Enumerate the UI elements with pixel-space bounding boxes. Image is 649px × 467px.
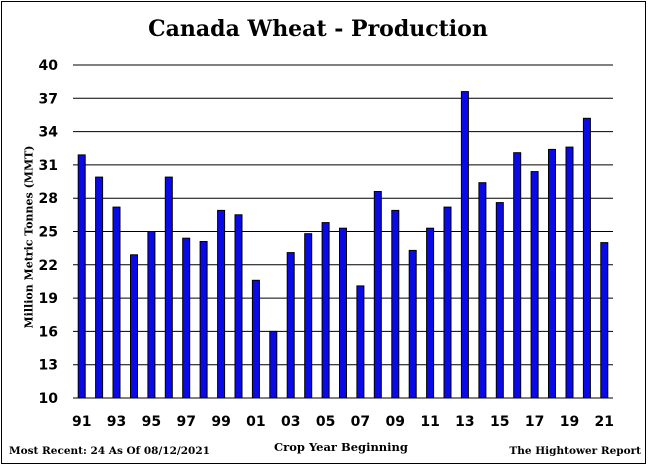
y-tick-label: 34 <box>39 125 59 141</box>
bars <box>77 91 609 399</box>
bar-05 <box>321 222 330 399</box>
bar-13 <box>460 91 469 399</box>
x-tick-label: 95 <box>142 414 161 430</box>
y-tick-label: 10 <box>39 391 59 407</box>
bar-11 <box>426 227 435 399</box>
x-tick-label: 99 <box>211 414 230 430</box>
bar-94 <box>130 254 138 399</box>
bar-02 <box>269 330 278 399</box>
bar-92 <box>95 176 104 399</box>
bar-17 <box>530 171 539 399</box>
bar-04 <box>304 233 313 399</box>
bar-12 <box>443 206 452 399</box>
bar-91 <box>77 154 86 399</box>
x-tick-label: 97 <box>176 414 195 430</box>
y-tick-label: 19 <box>39 291 58 307</box>
bar-07 <box>356 285 365 399</box>
bar-14 <box>478 182 487 399</box>
bar-96 <box>164 176 173 399</box>
bar-99 <box>217 209 226 399</box>
bar-06 <box>339 227 347 399</box>
bar-95 <box>147 231 156 399</box>
bar-01 <box>251 279 260 399</box>
bar-93 <box>112 206 121 399</box>
x-tick-label: 09 <box>386 414 405 430</box>
y-tick-label: 16 <box>39 324 58 340</box>
x-tick-label: 05 <box>316 414 335 430</box>
bar-10 <box>408 249 417 399</box>
chart-title: Canada Wheat - Production <box>148 16 488 42</box>
x-tick-labels: 91 93 95 97 99 01 03 05 07 09 11 13 15 17 19 21 <box>72 414 614 430</box>
y-tick-label: 31 <box>39 158 58 174</box>
bar-18 <box>548 148 556 399</box>
y-tick-labels: 10 13 16 19 22 25 28 31 34 37 40 <box>39 58 59 407</box>
x-tick-label: 93 <box>107 414 126 430</box>
footer-most-recent: Most Recent: 24 As Of 08/12/2021 <box>9 445 210 457</box>
x-axis-label: Crop Year Beginning <box>274 440 408 454</box>
x-tick-label: 01 <box>246 414 265 430</box>
bar-09 <box>391 209 400 399</box>
bar-98 <box>199 241 208 399</box>
y-tick-label: 40 <box>39 58 59 74</box>
x-tick-label: 07 <box>351 414 370 430</box>
bar-21 <box>600 242 609 399</box>
x-tick-label: 19 <box>560 414 579 430</box>
y-tick-label: 37 <box>39 91 58 107</box>
y-tick-label: 13 <box>39 358 58 374</box>
x-tick-label: 91 <box>72 414 91 430</box>
y-tick-label: 25 <box>39 225 58 241</box>
y-tick-label: 28 <box>39 191 58 207</box>
bar-00 <box>234 214 243 399</box>
x-tick-label: 11 <box>420 414 439 430</box>
y-tick-label: 22 <box>39 258 58 274</box>
bar-20 <box>582 117 591 399</box>
bar-16 <box>513 152 522 399</box>
x-tick-label: 13 <box>455 414 474 430</box>
bar-97 <box>182 237 191 399</box>
x-tick-label: 15 <box>490 414 509 430</box>
bar-19 <box>565 146 574 399</box>
x-tick-label: 03 <box>281 414 300 430</box>
x-tick-label: 17 <box>525 414 544 430</box>
footer-source: The Hightower Report <box>509 445 641 457</box>
x-tick-label: 21 <box>595 414 614 430</box>
bar-15 <box>495 202 504 399</box>
bar-03 <box>286 252 295 399</box>
bar-08 <box>373 191 382 399</box>
